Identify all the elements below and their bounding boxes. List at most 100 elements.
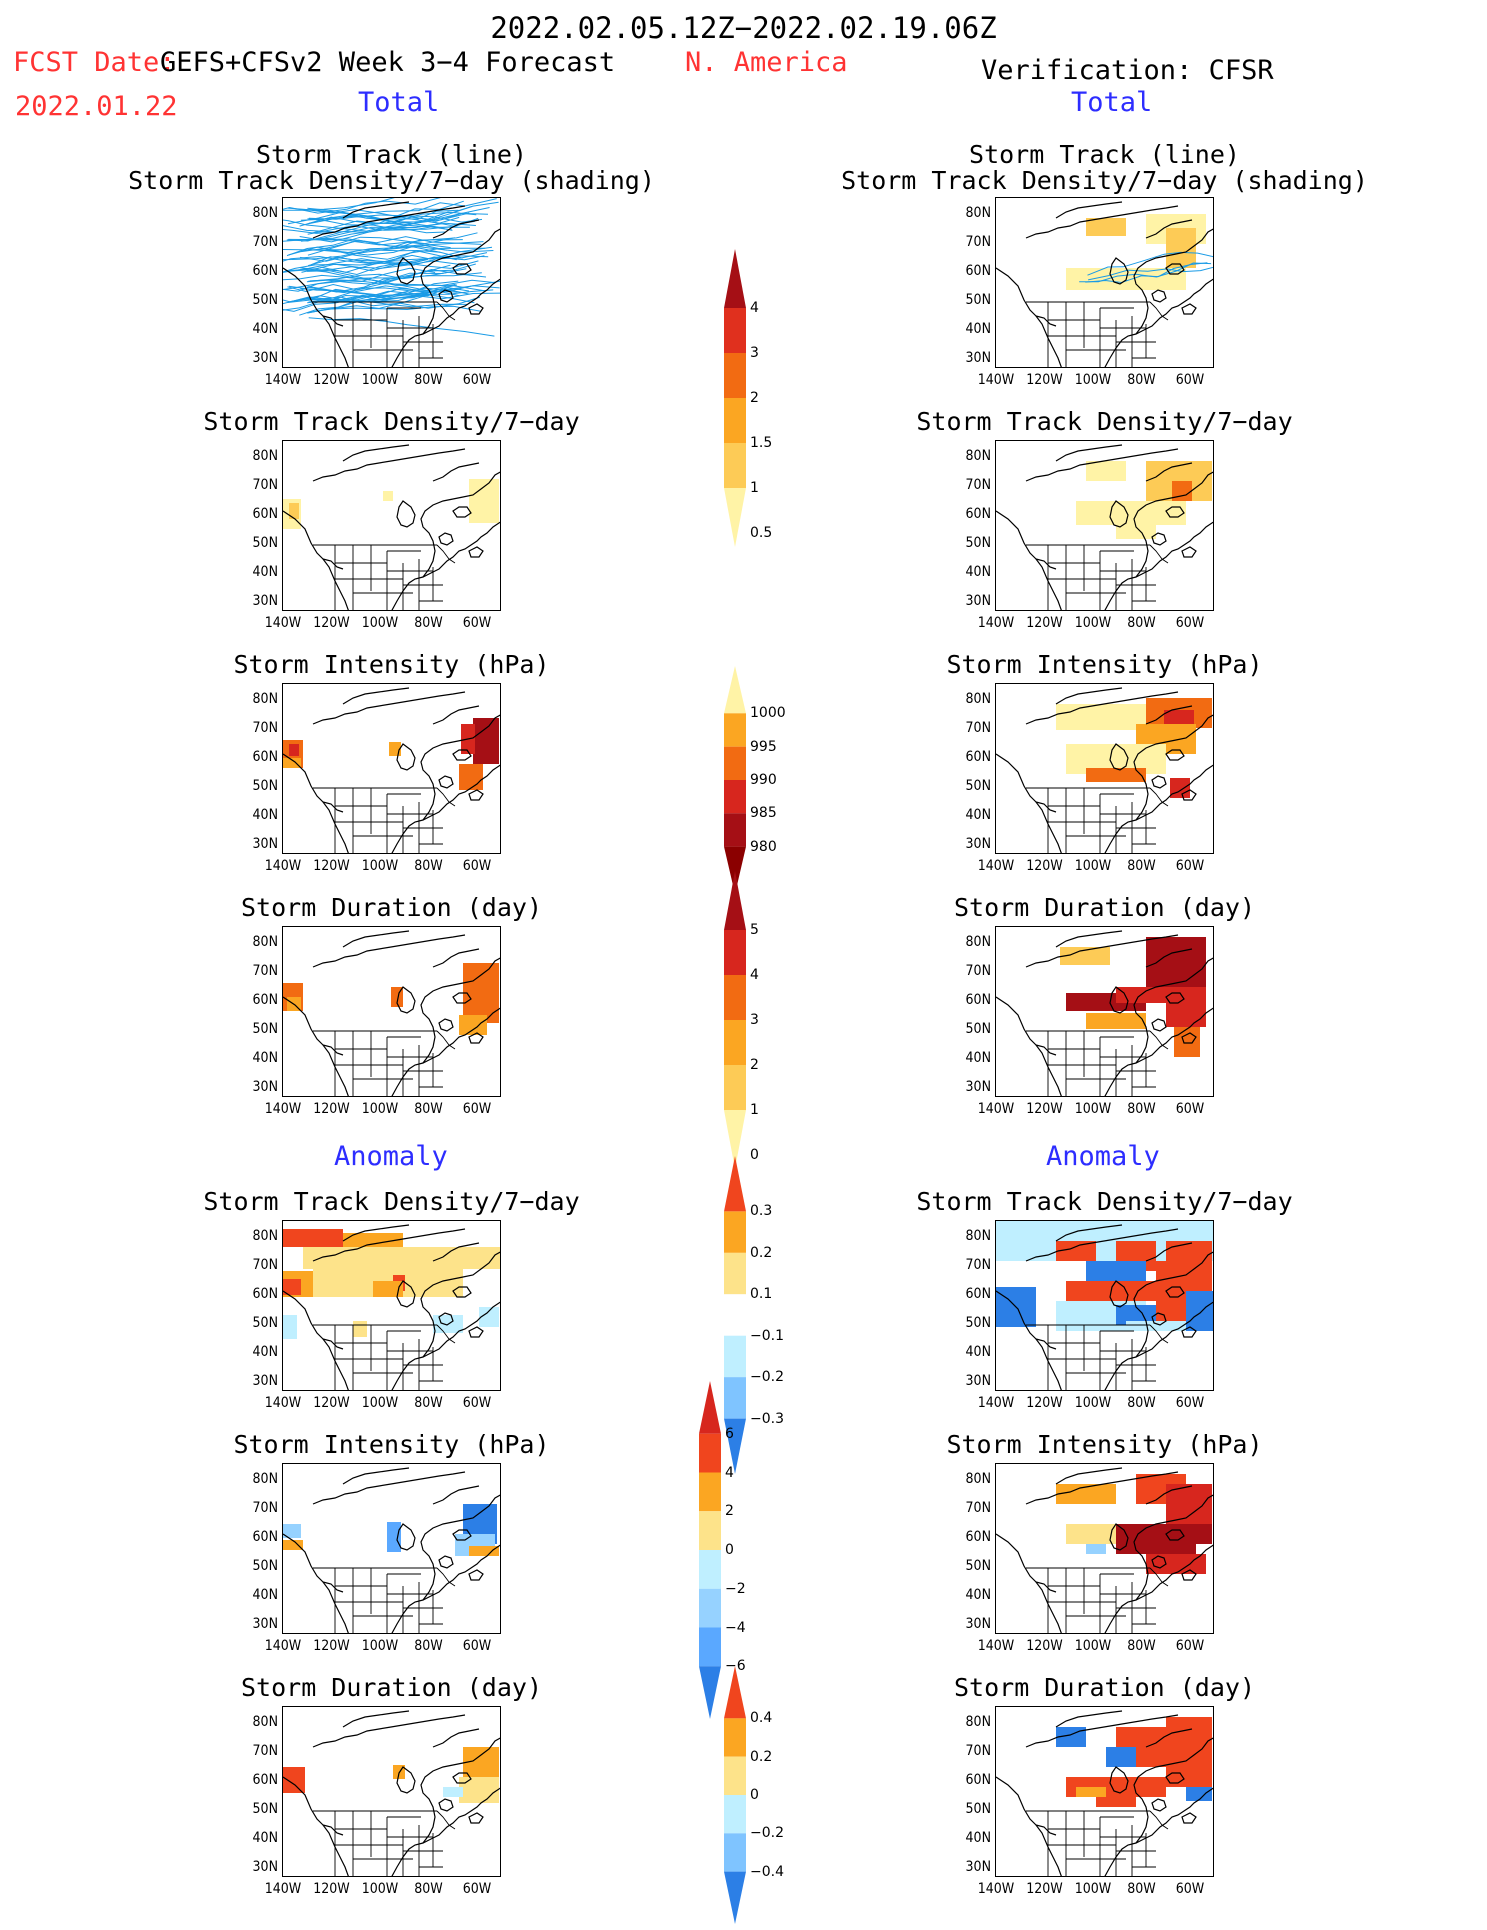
coastline [396,500,416,528]
lat-tick-label: 80N [252,691,278,707]
panel-title: Storm Intensity (hPa) [946,650,1263,679]
coastline [1165,1529,1185,1541]
coastline [438,1312,454,1326]
coastline [1165,992,1185,1004]
lon-tick-label: 80W [1127,615,1156,631]
colorbar-segment [724,308,746,353]
colorbar-label: 1000 [750,705,786,722]
colorbar-segment [724,871,746,930]
coastline [1035,1824,1057,1836]
storm-track-line [288,285,460,299]
lon-tick-label: 100W [361,1881,399,1897]
shading-cell [1056,1241,1096,1261]
coastline [452,992,472,1004]
storm-track-line [308,200,464,225]
coastline [1181,1032,1197,1044]
lon-tick-label: 140W [977,1638,1015,1654]
colorbar-label: 3 [750,1012,759,1028]
lat-tick-label: 50N [965,535,991,551]
coastline [1133,471,1213,578]
lat-tick-label: 40N [252,1587,278,1603]
lon-tick-label: 100W [361,1101,399,1117]
coastline [468,303,484,315]
lat-tick-label: 50N [252,1021,278,1037]
coastline [322,1338,344,1350]
shading-cell [289,503,299,519]
panel-title: Storm Track Density/7−day (shading) [841,166,1368,195]
lon-tick-label: 100W [1074,1395,1112,1411]
lat-tick-label: 60N [965,506,991,522]
shading-cell [1166,987,1206,1027]
colorbar-label: 0.5 [750,525,773,541]
storm-track-line [283,255,449,265]
colorbar-label: 0.3 [750,1203,773,1220]
colorbar-segment [724,1294,746,1336]
colorbar-segment [724,1833,746,1872]
colorbar [724,666,746,894]
coastline [1055,1467,1123,1485]
coastline [342,687,410,705]
lat-tick-label: 50N [965,1558,991,1574]
storm-track-line [1085,262,1208,284]
lat-tick-label: 40N [965,1587,991,1603]
political-border [436,1030,456,1050]
coastline [391,1544,500,1633]
lat-tick-label: 80N [965,448,991,464]
shading-cell [459,764,483,790]
lon-tick-label: 80W [414,372,443,388]
shading-cell [463,963,499,1023]
colorbar-label: 0 [750,1147,759,1163]
coastline [1055,687,1123,705]
lat-tick-label: 60N [252,1772,278,1788]
lon-tick-label: 100W [361,372,399,388]
shading-cell [1076,1787,1106,1797]
colorbar-segment [724,1756,746,1795]
map-svg [996,1467,1213,1633]
panel-title: Storm Duration (day) [953,893,1256,922]
lon-tick-label: 140W [977,1101,1015,1117]
coastline [996,1776,1062,1876]
map-svg [283,930,500,1096]
verification-label: Verification: CFSR [981,55,1274,86]
coastline [1104,764,1213,853]
coastline [452,263,472,275]
coastline [468,546,484,558]
coastline [1109,986,1129,1014]
lon-tick-label: 140W [977,858,1015,874]
lon-tick-label: 140W [977,372,1015,388]
coastline [1055,201,1123,219]
map-svg [996,201,1213,367]
map-svg [283,1467,500,1633]
coastline [283,1290,349,1390]
lon-tick-label: 120W [313,1881,350,1897]
political-border [1149,544,1169,564]
coastline [396,1280,416,1308]
colorbar-segment [724,930,746,975]
coastline [996,510,1062,610]
lon-tick-label: 80W [414,858,443,874]
colorbar-segment [724,488,746,547]
political-border [436,1567,456,1587]
coastline [1165,263,1185,275]
lon-tick-label: 100W [361,1638,399,1654]
lat-tick-label: 50N [252,778,278,794]
lat-tick-label: 80N [965,1471,991,1487]
lat-tick-label: 30N [965,1079,991,1095]
shading-cell [283,1315,297,1339]
storm-track-line [308,272,482,282]
coastline [1109,1523,1129,1551]
coastline [1165,506,1185,518]
storm-track-line [283,227,446,234]
map-svg [996,444,1213,610]
political-border [436,1324,456,1344]
shading-cell [1086,461,1126,481]
lon-tick-label: 140W [264,615,302,631]
coastline [1151,1555,1167,1569]
lat-tick-label: 70N [252,234,278,250]
colorbar-segment [699,1381,721,1434]
shading-cell [343,1233,403,1247]
coastline [342,201,410,219]
political-border [436,787,456,807]
map-panel [995,1220,1214,1391]
lat-tick-label: 80N [252,934,278,950]
